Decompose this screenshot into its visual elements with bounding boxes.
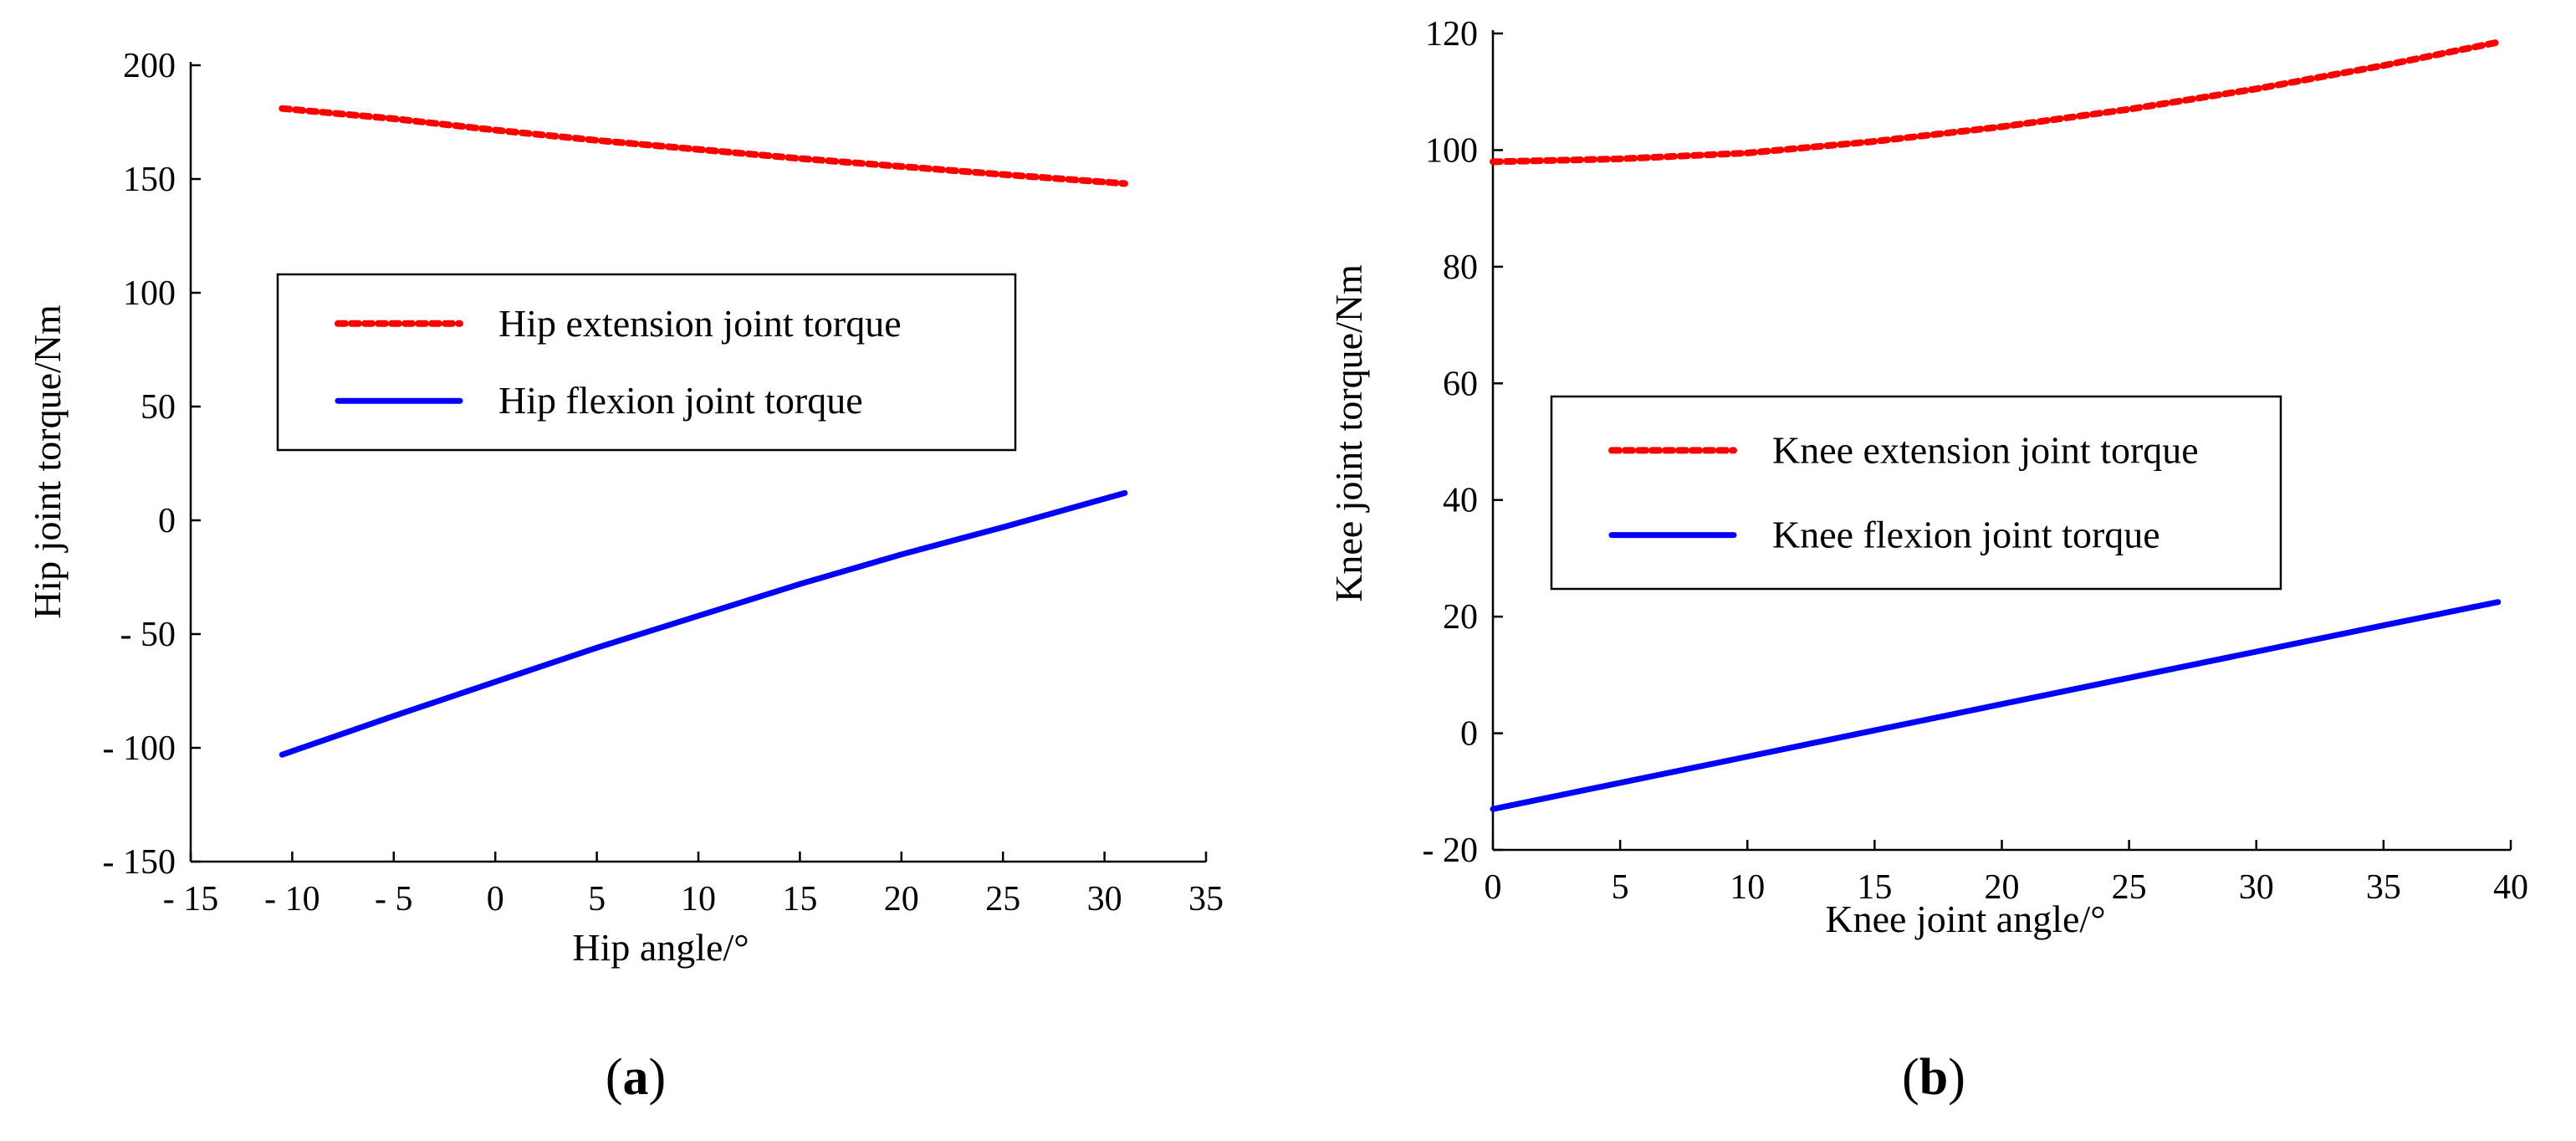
x-tick-label: 25 [2112,868,2147,907]
x-tick-label: - 15 [163,880,219,918]
x-axis-label: Hip angle/° [572,926,749,969]
x-tick-label: 35 [2366,868,2401,907]
y-tick-label: 0 [158,502,176,540]
y-tick-label: - 150 [103,843,176,882]
x-tick-label: 25 [985,880,1020,918]
legend-box [1550,395,2282,591]
x-tick-label: 35 [1188,880,1224,918]
x-tick-label: 15 [1857,868,1892,907]
y-tick-label: 100 [123,274,176,313]
y-tick-label: 120 [1425,15,1478,54]
y-tick-label: - 50 [120,616,176,654]
panel-label: (a) [606,1049,666,1106]
x-tick-label: 20 [1985,868,2020,907]
x-tick-label: 40 [2493,868,2528,907]
y-axis-label: Knee joint torque/Nm [1327,264,1370,602]
x-tick-label: - 5 [375,880,413,918]
y-tick-label: 50 [141,388,176,427]
y-tick-label: 80 [1443,248,1478,287]
y-axis-label: Hip joint torque/Nm [26,304,69,619]
x-tick-label: 15 [782,880,817,918]
x-tick-label: - 10 [264,880,320,918]
flexion-series-line [279,489,1128,758]
y-tick-label: 100 [1425,131,1478,170]
y-tick-label: 200 [123,47,176,85]
x-tick-label: 5 [1612,868,1629,907]
flexion-series-line [1490,599,2502,812]
y-tick-label: 0 [1460,715,1478,754]
y-tick-label: - 100 [103,729,176,768]
x-tick-label: 0 [487,880,504,918]
legend-label: Hip extension joint torque [498,302,902,345]
panel-label: (b) [1902,1049,1965,1106]
y-tick-label: 60 [1443,365,1478,403]
x-tick-label: 0 [1485,868,1502,907]
y-tick-label: 40 [1443,482,1478,520]
legend-label: Knee extension joint torque [1772,428,2199,471]
x-tick-label: 10 [681,880,716,918]
x-tick-label: 30 [2239,868,2274,907]
x-tick-label: 10 [1730,868,1765,907]
legend-label: Knee flexion joint torque [1772,514,2160,556]
x-tick-label: 5 [588,880,606,918]
x-axis-label: Knee joint angle/° [1825,898,2105,940]
legend-box [276,273,1017,452]
extension-series-line [1490,38,2502,166]
x-tick-label: 20 [884,880,919,918]
x-tick-label: 30 [1087,880,1122,918]
y-tick-label: 20 [1443,598,1478,637]
y-tick-label: - 20 [1423,831,1479,870]
y-tick-label: 150 [123,161,176,199]
extension-series-line [279,105,1128,187]
legend-label: Hip flexion joint torque [498,379,863,422]
